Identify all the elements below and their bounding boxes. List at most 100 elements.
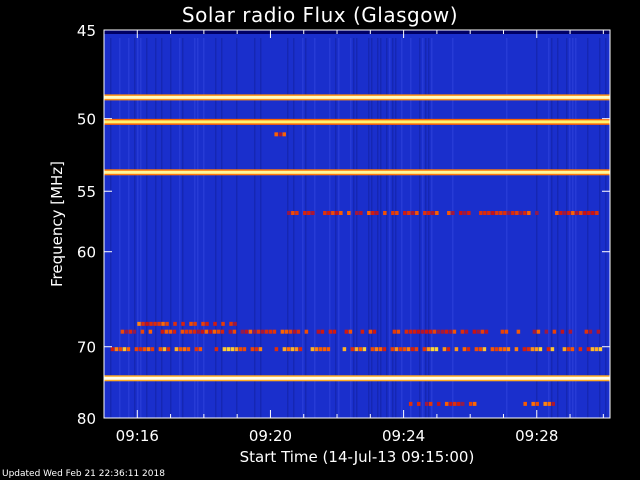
burst-segment [354, 347, 359, 352]
burst-segment [311, 211, 315, 216]
burst-segment [560, 329, 565, 334]
burst-segment [566, 347, 571, 352]
burst-segment [240, 329, 245, 334]
burst-segment [216, 329, 221, 334]
burst-segment [280, 329, 285, 334]
burst-segment [234, 347, 239, 352]
burst-segment [598, 347, 603, 352]
burst-segment [193, 321, 197, 326]
burst-segment [584, 329, 589, 334]
burst-segment [420, 329, 425, 334]
burst-segment [128, 329, 133, 334]
burst-segment [288, 329, 293, 334]
burst-segment [142, 347, 147, 352]
burst-segment [596, 329, 601, 334]
burst-segment [411, 211, 415, 216]
burst-segment [568, 329, 573, 334]
burst-segment [476, 329, 481, 334]
burst-segment [228, 329, 233, 334]
burst-segment [174, 347, 179, 352]
burst-segment [278, 132, 282, 137]
burst-segment [482, 347, 487, 352]
burst-segment [468, 401, 473, 406]
burst-segment [538, 347, 543, 352]
burst-segment [150, 347, 155, 352]
texture-stripe [119, 38, 121, 418]
burst-segment [196, 329, 201, 334]
burst-segment [416, 401, 421, 406]
burst-segment [498, 347, 503, 352]
plot-frame [103, 29, 611, 419]
burst-segment [555, 211, 559, 216]
burst-segment [290, 347, 295, 352]
burst-segment [362, 347, 367, 352]
texture-stripe [161, 38, 163, 418]
burst-segment [282, 347, 287, 352]
texture-stripe [194, 38, 196, 418]
burst-segment [350, 347, 355, 352]
burst-segment [579, 211, 583, 216]
burst-segment [250, 347, 255, 352]
burst-segment [292, 329, 297, 334]
burst-segment [431, 211, 435, 216]
burst-segment [460, 401, 465, 406]
burst-segment [394, 347, 399, 352]
burst-segment [264, 329, 269, 334]
burst-segment [451, 211, 455, 216]
burst-segment [230, 347, 235, 352]
texture-stripe [182, 38, 184, 418]
burst-segment [456, 401, 461, 406]
texture-stripe [155, 38, 157, 418]
burst-segment [544, 329, 549, 334]
burst-segment [322, 347, 327, 352]
burst-segment [232, 329, 237, 334]
burst-segment [536, 329, 541, 334]
burst-segment [435, 211, 439, 216]
texture-stripe [605, 38, 607, 418]
burst-segment [182, 347, 187, 352]
burst-segment [360, 329, 365, 334]
burst-segment [526, 347, 531, 352]
burst-segment [294, 347, 299, 352]
burst-segment [198, 347, 203, 352]
burst-segment [552, 329, 557, 334]
burst-segment [550, 347, 555, 352]
texture-stripe [335, 38, 337, 418]
burst-segment [272, 329, 277, 334]
burst-segment [298, 347, 303, 352]
y-tick-label: 70 [77, 339, 96, 357]
burst-segment [506, 347, 511, 352]
burst-segment [408, 401, 413, 406]
burst-segment [472, 401, 477, 406]
burst-segment [522, 347, 527, 352]
burst-segment [527, 211, 531, 216]
texture-stripe [548, 38, 550, 418]
texture-stripe [371, 38, 373, 418]
texture-stripe [260, 38, 262, 418]
texture-stripe [422, 38, 424, 418]
burst-segment [424, 401, 429, 406]
burst-segment [172, 329, 177, 334]
burst-segment [287, 211, 291, 216]
burst-segment [160, 329, 165, 334]
burst-segment [274, 132, 278, 137]
burst-segment [567, 211, 571, 216]
burst-segment [192, 329, 197, 334]
texture-stripe [356, 38, 358, 418]
texture-stripe [338, 38, 340, 418]
burst-segment [268, 329, 273, 334]
y-tick-label: 80 [77, 410, 96, 428]
texture-stripe [221, 38, 223, 418]
x-tick-label: 09:28 [515, 427, 558, 445]
texture-stripe [428, 38, 430, 418]
burst-segment [274, 347, 279, 352]
burst-segment [173, 321, 177, 326]
burst-segment [571, 211, 575, 216]
burst-segment [200, 329, 205, 334]
burst-segment [260, 329, 265, 334]
burst-segment [244, 329, 249, 334]
texture-stripe [599, 38, 601, 418]
burst-segment [254, 347, 259, 352]
burst-segment [295, 211, 299, 216]
burst-segment [500, 329, 505, 334]
